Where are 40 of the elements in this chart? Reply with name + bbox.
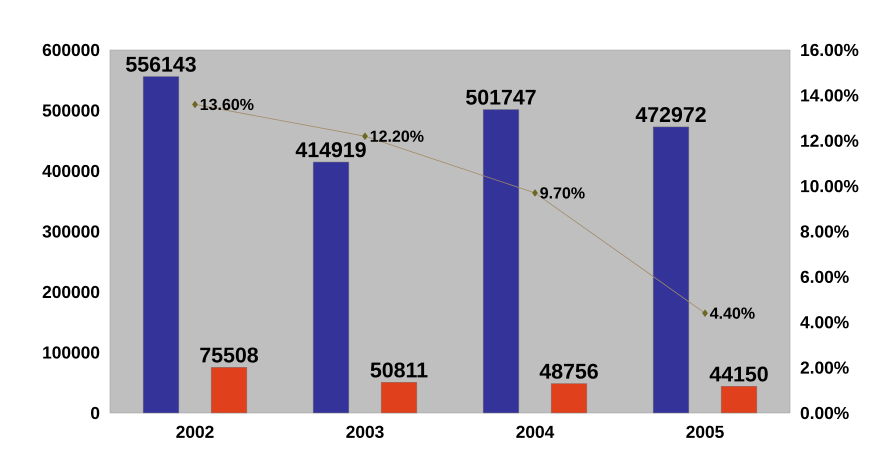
y2-tick-label: 16.00% <box>801 44 858 56</box>
x-tick-label: 2003 <box>346 426 384 438</box>
y2-tick-label: 8.00% <box>800 225 849 238</box>
y2-tick-label: 14.00% <box>801 89 858 102</box>
bar <box>720 386 758 414</box>
data-label: 501747 <box>466 90 536 105</box>
y-tick-label: 300000 <box>42 225 100 238</box>
y2-tick-label: 4.00% <box>800 316 849 328</box>
data-label: 50811 <box>370 362 428 378</box>
data-label: 556143 <box>126 56 196 72</box>
bar <box>312 162 350 414</box>
data-label: 4.40% <box>710 308 755 319</box>
bar <box>652 126 690 414</box>
y-tick-label: 200000 <box>42 286 100 298</box>
data-label: 48756 <box>540 364 598 379</box>
x-tick-label: 2004 <box>516 426 554 438</box>
y2-tick-label: 0.00% <box>800 406 849 420</box>
x-tick-label: 2002 <box>176 426 214 438</box>
y-tick-label: 400000 <box>42 164 100 178</box>
bar <box>482 109 520 414</box>
data-label: 12.20% <box>370 130 424 142</box>
data-label: 44150 <box>710 366 768 382</box>
y2-tick-label: 2.00% <box>800 361 849 374</box>
y-tick-label: 0 <box>91 406 100 420</box>
y2-tick-label: 12.00% <box>801 134 858 147</box>
bar <box>210 367 248 414</box>
data-label: 9.70% <box>540 187 585 199</box>
data-label: 414919 <box>296 142 366 158</box>
x-tick-label: 2005 <box>686 426 724 438</box>
y-tick-label: 600000 <box>42 44 100 56</box>
bar <box>550 383 588 414</box>
y2-tick-label: 10.00% <box>801 180 858 192</box>
data-label: 472972 <box>636 107 706 122</box>
data-label: 13.60% <box>200 98 254 110</box>
data-label: 75508 <box>200 348 258 363</box>
y-tick-label: 500000 <box>42 104 100 117</box>
bar <box>380 382 418 414</box>
y2-tick-label: 6.00% <box>800 270 849 284</box>
bar <box>142 76 180 414</box>
y-tick-label: 100000 <box>43 346 100 359</box>
